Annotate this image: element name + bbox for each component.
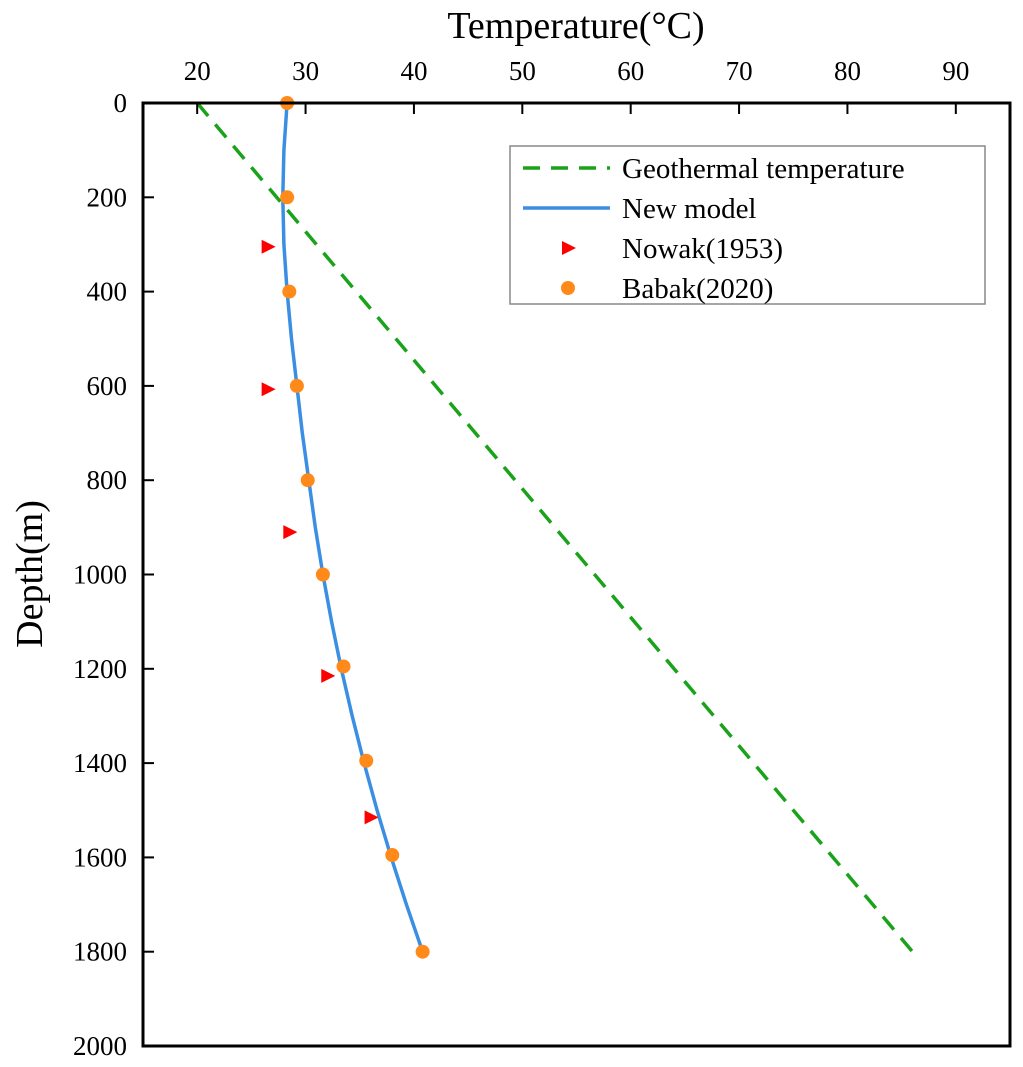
y-tick-label: 1200 [73, 654, 127, 684]
babak-marker [315, 567, 330, 582]
legend-label-3: Babak(2020) [622, 273, 773, 305]
x-tick-label: 70 [726, 56, 753, 86]
babak-marker [336, 659, 351, 674]
nowak-marker [283, 525, 298, 540]
x-tick-label: 40 [400, 56, 427, 86]
y-tick-label: 1000 [73, 560, 127, 590]
legend-label-1: New model [622, 193, 757, 225]
legend-swatch-3 [561, 281, 575, 295]
y-tick-label: 1800 [73, 937, 127, 967]
babak-marker [282, 284, 297, 299]
y-tick-label: 1400 [73, 748, 127, 778]
nowak-marker [261, 239, 276, 254]
x-tick-label: 30 [292, 56, 319, 86]
legend-swatch-2 [562, 241, 576, 255]
babak-marker [289, 378, 304, 393]
y-tick-label: 1600 [73, 842, 127, 872]
y-tick-label: 600 [87, 371, 128, 401]
y-tick-label: 200 [87, 182, 128, 212]
x-tick-label: 80 [834, 56, 861, 86]
x-tick-label: 60 [617, 56, 644, 86]
y-tick-label: 2000 [73, 1031, 127, 1061]
legend-label-2: Nowak(1953) [622, 233, 783, 265]
nowak-marker [364, 810, 379, 825]
y-tick-label: 0 [114, 88, 128, 118]
babak-marker [280, 190, 295, 205]
tick-layer: 20 30 40 50 60 70 80 90 0 200 400 600 800 1000 1200 140… [73, 56, 969, 1061]
legend-box [509, 145, 986, 305]
y-axis-title: Depth(m) [9, 500, 51, 648]
nowak-marker [321, 668, 336, 683]
geothermal-temperature-line [195, 101, 914, 953]
y-tick-label: 800 [87, 465, 128, 495]
series-layer [195, 96, 914, 959]
new-model-line [281, 102, 425, 953]
babak-marker [300, 473, 315, 488]
babak-marker [385, 848, 400, 863]
x-tick-label: 50 [509, 56, 536, 86]
legend: Geothermal temperature New model Nowak(195… [509, 145, 986, 305]
babak-marker [359, 753, 374, 768]
x-tick-label: 90 [942, 56, 969, 86]
x-axis-title: Temperature(°C) [447, 5, 704, 47]
babak-marker [415, 944, 430, 959]
x-tick-label: 20 [184, 56, 211, 86]
legend-label-0: Geothermal temperature [622, 153, 905, 185]
y-tick-label: 400 [87, 277, 128, 307]
nowak-marker [261, 382, 276, 397]
